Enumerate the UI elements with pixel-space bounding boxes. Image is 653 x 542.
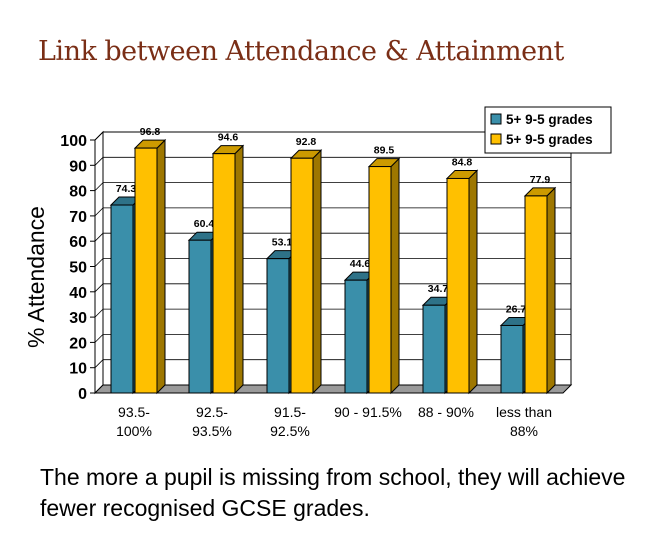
legend-swatch <box>490 133 502 145</box>
y-tick-label: 80 <box>69 184 87 201</box>
attendance-attainment-chart: 0 10 20 30 40 50 60 70 80 90 100 74.3 96.8 93.5- 100% 6… <box>23 106 612 439</box>
x-tick-label: 92.5% <box>270 423 310 439</box>
y-tick-label: 60 <box>69 234 87 251</box>
slide-caption: The more a pupil is missing from school,… <box>40 464 626 521</box>
data-label: 92.8 <box>296 136 317 148</box>
data-label: 96.8 <box>140 126 161 138</box>
bar-side <box>234 144 244 395</box>
y-tick-label: 20 <box>69 335 87 352</box>
data-label: 44.6 <box>350 258 371 270</box>
gridline-side <box>94 232 104 242</box>
gridline-side <box>94 283 104 293</box>
data-label: 60.4 <box>194 218 215 230</box>
bar-side <box>468 169 478 395</box>
bar-teal <box>110 204 134 394</box>
y-tick-label: 0 <box>78 386 87 403</box>
data-label: 77.9 <box>530 174 551 186</box>
gridline-side <box>94 131 104 141</box>
data-label: 74.3 <box>116 183 137 195</box>
x-tick-label: less than <box>496 404 552 420</box>
bar-teal <box>344 279 368 394</box>
x-tick-label: 90 - 91.5% <box>334 404 402 420</box>
x-tick-label: 88% <box>510 423 538 439</box>
bar-gold <box>290 157 314 394</box>
data-label: 84.8 <box>452 156 473 168</box>
gridline-side <box>94 182 104 191</box>
bar-gold <box>524 195 548 394</box>
bar-teal <box>422 304 446 394</box>
bar-teal <box>188 239 212 394</box>
bar-side <box>390 157 400 395</box>
gridline-side <box>94 207 104 217</box>
bar-gold <box>446 177 470 394</box>
data-label: 89.5 <box>374 145 395 157</box>
data-label: 53.1 <box>272 237 293 249</box>
data-label: 94.6 <box>218 132 239 144</box>
gridline-side <box>94 258 104 267</box>
legend-swatch <box>490 113 502 125</box>
x-tick-label: 91.5- <box>274 404 306 420</box>
y-tick-label: 30 <box>69 310 87 327</box>
gridline-side <box>94 308 104 318</box>
y-tick-label: 100 <box>60 133 87 150</box>
bar-teal <box>266 258 290 394</box>
gridline-side <box>94 334 104 343</box>
data-label: 34.7 <box>428 283 449 295</box>
bar-gold <box>368 166 392 394</box>
x-tick-label: 92.5- <box>196 404 228 420</box>
bar-side <box>546 186 556 395</box>
x-tick-label: 93.5- <box>118 404 150 420</box>
legend-label: 5+ 9-5 grades <box>506 112 593 127</box>
y-tick-label: 90 <box>69 158 87 175</box>
y-tick-label: 50 <box>69 260 87 277</box>
legend-box <box>484 106 612 154</box>
slide-title: Link between Attendance & Attainment <box>38 36 564 67</box>
x-tick-label: 88 - 90% <box>418 404 474 420</box>
legend-label: 5+ 9-5 grades <box>506 132 593 147</box>
data-label: 26.7 <box>506 303 527 315</box>
y-tick-label: 70 <box>69 209 87 226</box>
bar-side <box>156 138 166 395</box>
x-tick-label: 93.5% <box>192 423 232 439</box>
y-tick-label: 40 <box>69 285 87 302</box>
gridline-side <box>94 359 104 368</box>
bar-gold <box>212 153 236 394</box>
gridline-side <box>94 157 104 166</box>
x-tick-label: 100% <box>116 423 152 439</box>
bar-teal <box>500 324 524 394</box>
bar-gold <box>134 147 158 394</box>
y-tick-label: 10 <box>69 361 87 378</box>
bar-side <box>312 149 322 395</box>
y-axis-title: % Attendance <box>23 206 49 348</box>
plot-floor <box>93 384 573 394</box>
